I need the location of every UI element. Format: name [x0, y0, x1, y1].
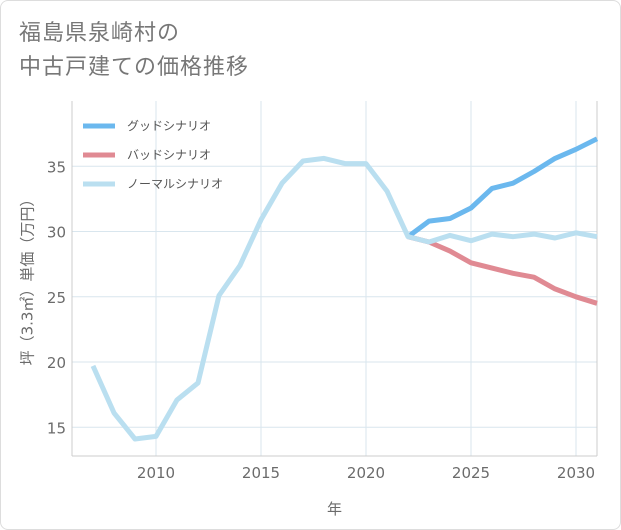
- series-line-bad: [407, 234, 598, 306]
- x-tick-label-2020: 2020: [347, 464, 385, 482]
- y-tick-label-20: 20: [47, 354, 66, 372]
- series-line-good: [406, 136, 599, 239]
- y-tick-label-35: 35: [47, 158, 66, 176]
- legend-label-bad: バッドシナリオ: [127, 148, 211, 162]
- y-tick-label-15: 15: [47, 419, 66, 437]
- x-tick-label-2010: 2010: [137, 464, 175, 482]
- x-tick-label-2030: 2030: [557, 464, 595, 482]
- x-tick-label-2015: 2015: [242, 464, 280, 482]
- x-axis-title: 年: [327, 500, 342, 518]
- y-tick-label-25: 25: [47, 289, 66, 307]
- legend-label-normal: ノーマルシナリオ: [127, 177, 223, 191]
- x-tick-label-2025: 2025: [452, 464, 490, 482]
- chart-title: 福島県泉崎村の 中古戸建ての価格推移: [19, 17, 249, 85]
- chart-title-line-1: 福島県泉崎村の: [19, 21, 181, 46]
- series-layer: [90, 136, 599, 442]
- grid-layer: [72, 101, 597, 456]
- y-tick-label-30: 30: [47, 224, 66, 242]
- chart-title-line-2: 中古戸建ての価格推移: [19, 55, 250, 80]
- legend-label-good: グッドシナリオ: [127, 119, 211, 133]
- y-axis-title: 坪（3.3㎡）単価（万円）: [19, 192, 37, 366]
- series-line-normal: [90, 155, 598, 442]
